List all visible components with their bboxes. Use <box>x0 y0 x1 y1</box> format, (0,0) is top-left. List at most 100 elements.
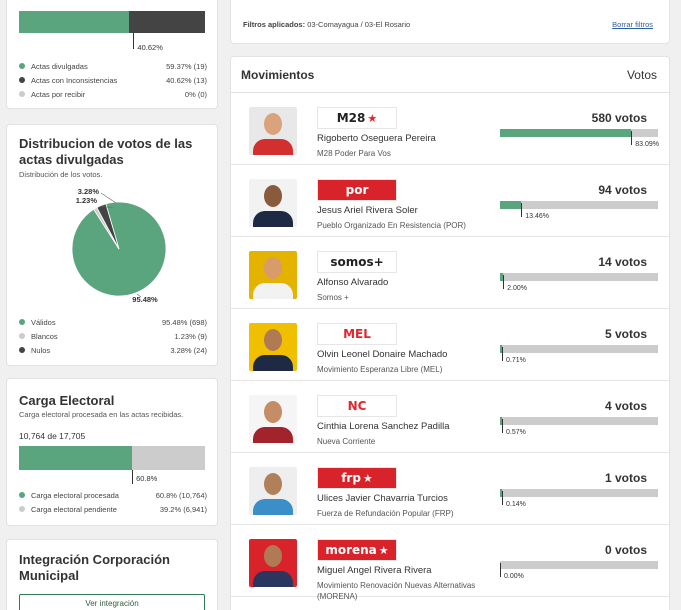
legend-dot-icon <box>19 77 25 83</box>
legend-dot-icon <box>19 319 25 325</box>
photo-shirt <box>253 283 293 299</box>
candidate-name: Miguel Angel Rivera Rivera <box>317 565 432 576</box>
photo-face <box>264 401 282 423</box>
vote-bar-fill <box>500 417 502 425</box>
legend-value: 3.28% (24) <box>170 345 207 355</box>
vote-count: 5 votos <box>604 327 647 341</box>
vote-percent: 0.71% <box>506 357 526 364</box>
carga-bar <box>19 446 205 470</box>
candidate-row[interactable]: somos+ Alfonso Alvarado Somos + 14 votos 2.0… <box>231 237 669 309</box>
carga-count: 10,764 de 17,705 <box>19 431 86 441</box>
party-logo: MEL <box>317 323 397 345</box>
vote-bar-tick <box>631 131 633 145</box>
photo-face <box>264 113 282 135</box>
actas-card: 40.62% Actas divulgadas 59.37% (19) Actas … <box>6 0 218 109</box>
candidate-photo <box>249 323 297 371</box>
candidate-row[interactable]: frp ★ Ulices Javier Chavarria Turcios Fuerz… <box>231 453 669 525</box>
carga-bar-tick <box>132 470 134 484</box>
vote-count: 0 votos <box>604 543 647 557</box>
vote-count: 1 votos <box>604 471 647 485</box>
party-name: M28 Poder Para Vos <box>317 149 391 158</box>
photo-shirt <box>253 427 293 443</box>
pie-leader-line <box>100 192 117 204</box>
candidate-photo <box>249 179 297 227</box>
party-name: Fuerza de Refundación Popular (FRP) <box>317 509 454 518</box>
vote-bar-fill <box>500 345 502 353</box>
candidate-row[interactable]: M28 ★ Rigoberto Oseguera Pereira M28 Poder … <box>231 93 669 165</box>
pie-slice-nulos <box>96 203 120 250</box>
carga-title: Carga Electoral <box>19 393 115 408</box>
candidate-row[interactable]: MEL Olvin Leonel Donaire Machado Movimient… <box>231 309 669 381</box>
photo-face <box>264 473 282 495</box>
carga-bar-processed <box>19 446 133 470</box>
actas-bar-label: 40.62% <box>137 43 163 52</box>
vote-count: 580 votos <box>591 111 647 125</box>
party-logo-text: NC <box>347 399 367 413</box>
vote-count: 14 votos <box>598 255 647 269</box>
vote-bar-tick <box>502 419 503 433</box>
ver-integracion-button[interactable]: Ver integración <box>19 594 205 610</box>
actas-legend-item: Actas divulgadas 59.37% (19) <box>19 60 207 72</box>
votes-pie-chart: 95.48% 1.23%3.28% <box>71 187 167 304</box>
legend-value: 60.8% (10,764) <box>155 490 207 500</box>
party-name: Movimiento Esperanza Libre (MEL) <box>317 365 443 374</box>
legend-label: Actas con Inconsistencias <box>31 75 118 85</box>
party-logo-text: M28 <box>336 111 366 125</box>
legend-value: 39.2% (6,941) <box>159 504 207 514</box>
vote-bar-fill <box>500 489 502 497</box>
actas-bar-divulgadas <box>19 11 130 33</box>
vote-bar <box>500 129 658 137</box>
photo-shirt <box>253 139 293 155</box>
party-logo-text: somos+ <box>330 255 384 269</box>
candidate-name: Alfonso Alvarado <box>317 277 389 288</box>
vote-bar-tick <box>503 275 505 289</box>
pie-label-validos: 95.48% <box>132 295 158 304</box>
filters-bar: Filtros aplicados: 03-Comayagua / 03-El … <box>230 0 670 44</box>
legend-value: 59.37% (19) <box>166 61 207 71</box>
legend-dot-icon <box>19 63 25 69</box>
legend-label: Actas divulgadas <box>31 61 88 71</box>
candidate-photo <box>249 539 297 587</box>
distribucion-legend-item: Blancos 1.23% (9) <box>19 330 207 342</box>
legend-label: Carga electoral pendiente <box>31 504 117 514</box>
clear-filters-link[interactable]: Borrar filtros <box>612 20 653 29</box>
photo-shirt <box>253 355 293 371</box>
candidate-name: Olvin Leonel Donaire Machado <box>317 349 448 360</box>
vote-bar <box>500 345 658 353</box>
vote-bar-tick <box>500 563 501 577</box>
pie-leader-line <box>100 205 114 209</box>
party-logo: frp ★ <box>317 467 397 489</box>
carga-legend-item: Carga electoral pendiente 39.2% (6,941) <box>19 503 207 515</box>
candidate-row[interactable]: morena ★ Miguel Angel Rivera Rivera Movimie… <box>231 525 669 601</box>
candidate-photo <box>249 107 297 155</box>
candidate-photo <box>249 467 297 515</box>
legend-dot-icon <box>19 492 25 498</box>
candidate-row[interactable]: NC Cinthia Lorena Sanchez Padilla Nueva Co… <box>231 381 669 453</box>
distribucion-legend-item: Válidos 95.48% (698) <box>19 316 207 328</box>
distribucion-card: Distribucion de votos de las actas divul… <box>6 124 218 366</box>
party-name: Somos + <box>317 293 349 302</box>
vote-count: 4 votos <box>604 399 647 413</box>
legend-label: Actas por recibir <box>31 89 86 99</box>
vote-percent: 2.00% <box>507 285 528 292</box>
party-name: Nueva Corriente <box>317 437 376 446</box>
carga-bar-label: 60.8% <box>136 474 158 483</box>
vote-bar-tick <box>502 347 503 361</box>
photo-shirt <box>253 211 293 227</box>
actas-bar <box>19 11 205 33</box>
movimientos-title: Movimientos <box>241 68 315 82</box>
vote-bar <box>500 201 658 209</box>
vote-bar-fill <box>500 129 632 137</box>
actas-bar-tick <box>133 33 135 49</box>
photo-face <box>264 545 282 567</box>
legend-value: 0% (0) <box>184 89 207 99</box>
legend-label: Válidos <box>31 317 56 327</box>
star-icon: ★ <box>367 111 378 125</box>
vote-bar <box>500 273 658 281</box>
carga-card: Carga Electoral Carga electoral procesad… <box>6 378 218 526</box>
candidate-row[interactable]: por Jesus Ariel Rivera Soler Pueblo Organi… <box>231 165 669 237</box>
photo-face <box>264 185 282 207</box>
party-logo-text: MEL <box>343 327 371 341</box>
pie-leader-line <box>136 293 142 298</box>
